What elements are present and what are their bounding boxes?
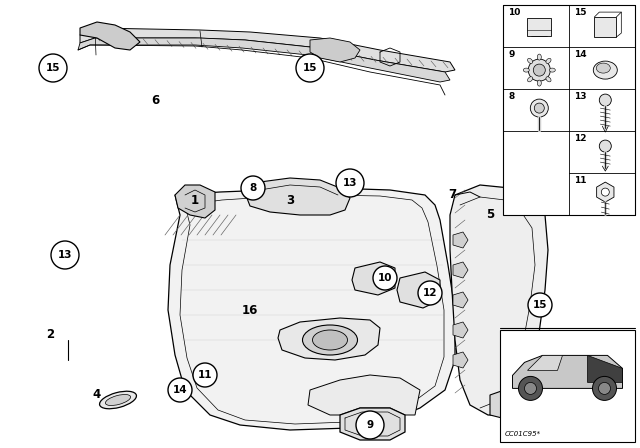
Text: 16: 16 xyxy=(242,303,258,316)
Text: 13: 13 xyxy=(343,178,357,188)
Circle shape xyxy=(593,376,616,401)
Circle shape xyxy=(51,241,79,269)
Polygon shape xyxy=(310,38,360,62)
Text: 10: 10 xyxy=(508,9,521,17)
Ellipse shape xyxy=(538,80,541,86)
Polygon shape xyxy=(527,355,563,370)
Polygon shape xyxy=(490,388,525,420)
Text: 15: 15 xyxy=(45,63,60,73)
Ellipse shape xyxy=(531,99,548,117)
Bar xyxy=(500,330,635,442)
Polygon shape xyxy=(80,22,140,50)
Text: 9: 9 xyxy=(367,420,374,430)
Polygon shape xyxy=(397,272,440,308)
Text: 11: 11 xyxy=(574,177,587,185)
Text: 7: 7 xyxy=(448,189,456,202)
Text: 10: 10 xyxy=(378,273,392,283)
Circle shape xyxy=(373,266,397,290)
Polygon shape xyxy=(278,318,380,360)
Circle shape xyxy=(336,169,364,197)
Circle shape xyxy=(356,411,384,439)
Text: 13: 13 xyxy=(58,250,72,260)
Text: 12: 12 xyxy=(423,288,437,298)
Text: 6: 6 xyxy=(151,94,159,107)
Text: 14: 14 xyxy=(574,50,587,59)
Bar xyxy=(595,17,616,37)
Text: 8: 8 xyxy=(250,183,257,193)
Polygon shape xyxy=(453,262,468,278)
Ellipse shape xyxy=(546,58,551,64)
Text: 3: 3 xyxy=(286,194,294,207)
Circle shape xyxy=(598,383,611,394)
Polygon shape xyxy=(245,178,350,215)
Ellipse shape xyxy=(599,94,611,106)
Circle shape xyxy=(528,293,552,317)
Ellipse shape xyxy=(106,395,131,405)
Text: 15: 15 xyxy=(532,300,547,310)
Polygon shape xyxy=(308,375,420,415)
Ellipse shape xyxy=(599,140,611,152)
Polygon shape xyxy=(175,185,215,218)
Polygon shape xyxy=(453,322,468,338)
Ellipse shape xyxy=(593,61,618,79)
Polygon shape xyxy=(78,38,450,82)
Bar xyxy=(527,18,551,36)
Text: 15: 15 xyxy=(303,63,317,73)
Polygon shape xyxy=(588,355,623,383)
Polygon shape xyxy=(513,355,623,388)
Circle shape xyxy=(525,383,536,394)
Circle shape xyxy=(241,176,265,200)
Polygon shape xyxy=(453,292,468,308)
Circle shape xyxy=(168,378,192,402)
Ellipse shape xyxy=(303,325,358,355)
Ellipse shape xyxy=(602,188,609,196)
Ellipse shape xyxy=(533,64,545,76)
Text: 2: 2 xyxy=(46,328,54,341)
Text: 8: 8 xyxy=(508,92,515,101)
Bar xyxy=(503,5,635,215)
Text: CC01C95*: CC01C95* xyxy=(505,431,541,437)
Text: 12: 12 xyxy=(574,134,587,143)
Polygon shape xyxy=(80,28,455,72)
Polygon shape xyxy=(453,352,468,368)
Ellipse shape xyxy=(527,58,532,64)
Ellipse shape xyxy=(549,68,556,72)
Polygon shape xyxy=(352,262,395,295)
Circle shape xyxy=(296,54,324,82)
Polygon shape xyxy=(450,185,548,415)
Circle shape xyxy=(418,281,442,305)
Text: 14: 14 xyxy=(173,385,188,395)
Ellipse shape xyxy=(312,330,348,350)
Ellipse shape xyxy=(528,59,550,81)
Text: 15: 15 xyxy=(574,9,587,17)
Polygon shape xyxy=(168,188,455,430)
Polygon shape xyxy=(596,182,614,202)
Text: 11: 11 xyxy=(198,370,212,380)
Text: 1: 1 xyxy=(191,194,199,207)
Circle shape xyxy=(39,54,67,82)
Circle shape xyxy=(193,363,217,387)
Ellipse shape xyxy=(100,391,136,409)
Ellipse shape xyxy=(534,103,544,113)
Text: 4: 4 xyxy=(93,388,101,401)
Circle shape xyxy=(518,376,543,401)
Text: 9: 9 xyxy=(508,50,515,59)
Text: 5: 5 xyxy=(486,208,494,221)
Ellipse shape xyxy=(524,68,529,72)
Ellipse shape xyxy=(596,63,611,73)
Ellipse shape xyxy=(538,54,541,60)
Polygon shape xyxy=(453,232,468,248)
Text: 13: 13 xyxy=(574,92,587,101)
Ellipse shape xyxy=(527,77,532,82)
Polygon shape xyxy=(340,408,405,440)
Ellipse shape xyxy=(546,77,551,82)
